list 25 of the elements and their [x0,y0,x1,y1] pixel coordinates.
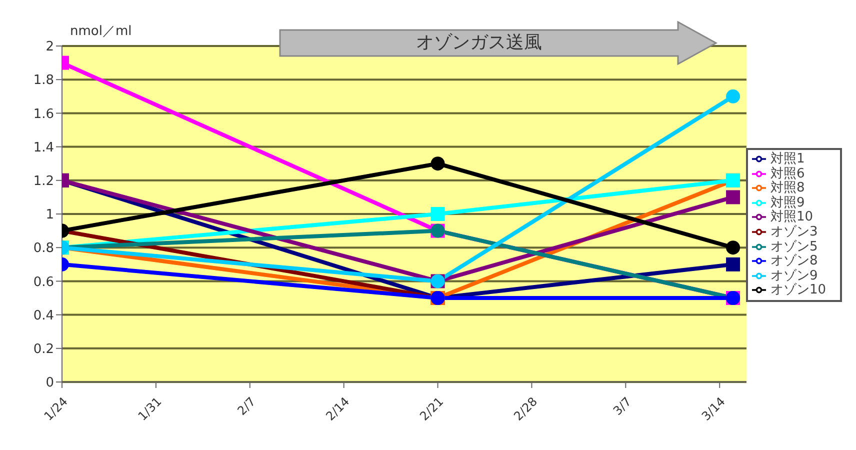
legend-label: オゾン8 [770,254,818,269]
legend-label: 対照6 [770,166,805,182]
legend-label: オゾン3 [770,224,818,240]
y-axis-title: nmol／ml [70,23,132,40]
annotation: オゾンガス送風 [416,32,542,53]
legend-label: オゾン9 [770,268,818,284]
y-tick-label: 1.6 [33,106,54,122]
legend-label: オゾン5 [770,239,818,254]
y-tick-label: 1.8 [33,73,54,88]
y-tick-label: 2 [46,40,54,55]
legend-label: 対照9 [770,195,805,210]
y-tick-label: 1.4 [33,140,54,156]
x-tick-label: 3/7 [610,394,634,418]
y-tick-label: 0.2 [33,342,54,358]
y-tick-label: 0.4 [33,308,54,324]
legend-label: 対照1 [770,152,805,167]
y-tick-label: 1 [46,208,54,223]
legend-label: 対照10 [770,210,813,225]
y-tick-label: 0.6 [33,274,54,290]
legend-label: オゾン10 [770,282,826,298]
y-tick-label: 0 [46,376,54,391]
legend-label: 対照8 [770,180,805,196]
y-tick-label: 0.8 [33,241,54,256]
y-tick-label: 1.2 [33,174,54,190]
x-tick-label: 2/7 [234,394,258,418]
